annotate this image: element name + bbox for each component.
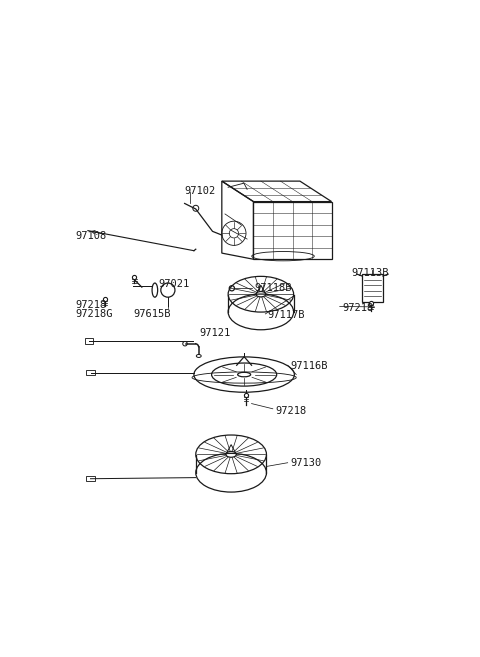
Text: 97021: 97021	[158, 279, 190, 289]
Text: 97117B: 97117B	[267, 310, 305, 320]
Text: 97218: 97218	[275, 405, 306, 416]
Text: 97218: 97218	[76, 300, 107, 310]
Text: 97218G: 97218G	[76, 309, 113, 319]
FancyBboxPatch shape	[85, 338, 93, 344]
Text: 97118B: 97118B	[254, 283, 292, 293]
Text: 97218: 97218	[342, 303, 373, 313]
Text: 97108: 97108	[76, 231, 107, 241]
FancyBboxPatch shape	[86, 370, 95, 375]
Text: 97130: 97130	[290, 458, 321, 468]
Text: 97615B: 97615B	[133, 309, 171, 319]
FancyBboxPatch shape	[86, 476, 95, 482]
Text: 97121: 97121	[200, 328, 231, 338]
Text: 97116B: 97116B	[290, 361, 327, 371]
Text: 97102: 97102	[185, 186, 216, 196]
Text: 97113B: 97113B	[351, 268, 388, 278]
